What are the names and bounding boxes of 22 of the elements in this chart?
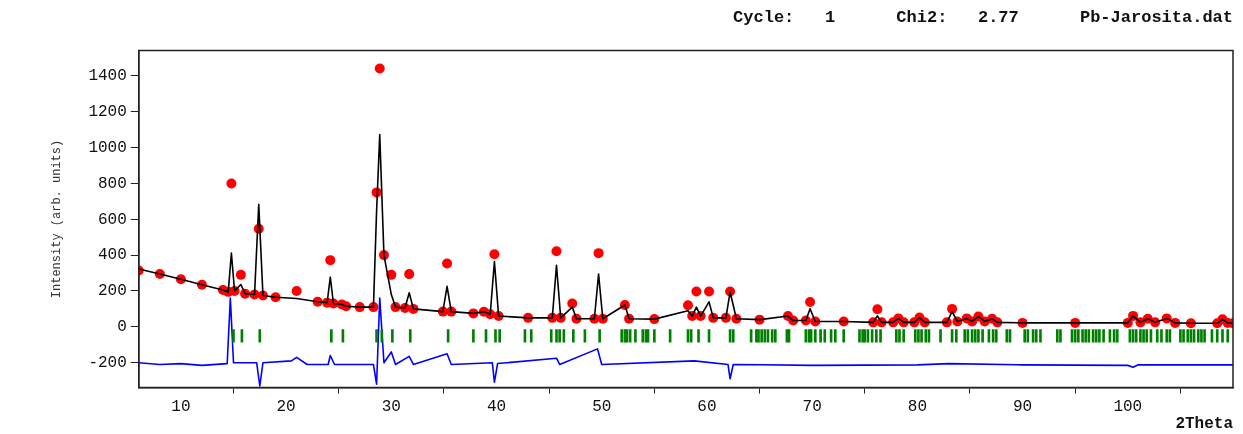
y-tick-label: 600: [97, 210, 127, 229]
y-tick-label: -200: [88, 353, 127, 372]
y-tick-label: 1200: [88, 102, 127, 121]
x-tick-label: 90: [1012, 398, 1033, 417]
x-tick-label: 100: [1113, 398, 1143, 417]
x-tick-label: 30: [381, 398, 401, 417]
y-tick-label: 800: [97, 174, 127, 193]
x-tick-label: 80: [907, 398, 927, 417]
y-axis-title: Intensity (arb. units): [50, 139, 65, 299]
x-tick-label: 40: [486, 398, 507, 417]
y-tick-label: 1000: [88, 138, 127, 157]
y-tick-label: 400: [97, 246, 127, 265]
y-tick-label: 0: [117, 318, 127, 337]
chart-title: Cycle: 1 Chi2: 2.77 Pb-Jarosita.dat: [733, 8, 1233, 28]
x-tick-label: 60: [697, 398, 717, 417]
y-tick-label: 200: [97, 282, 127, 301]
x-axis-title: 2Theta: [1175, 415, 1234, 434]
x-tick-label: 70: [802, 398, 822, 417]
y-tick-label: 1400: [88, 67, 127, 86]
x-tick-label: 20: [276, 398, 296, 417]
x-tick-label: 10: [171, 398, 191, 417]
x-tick-label: 50: [592, 398, 612, 417]
